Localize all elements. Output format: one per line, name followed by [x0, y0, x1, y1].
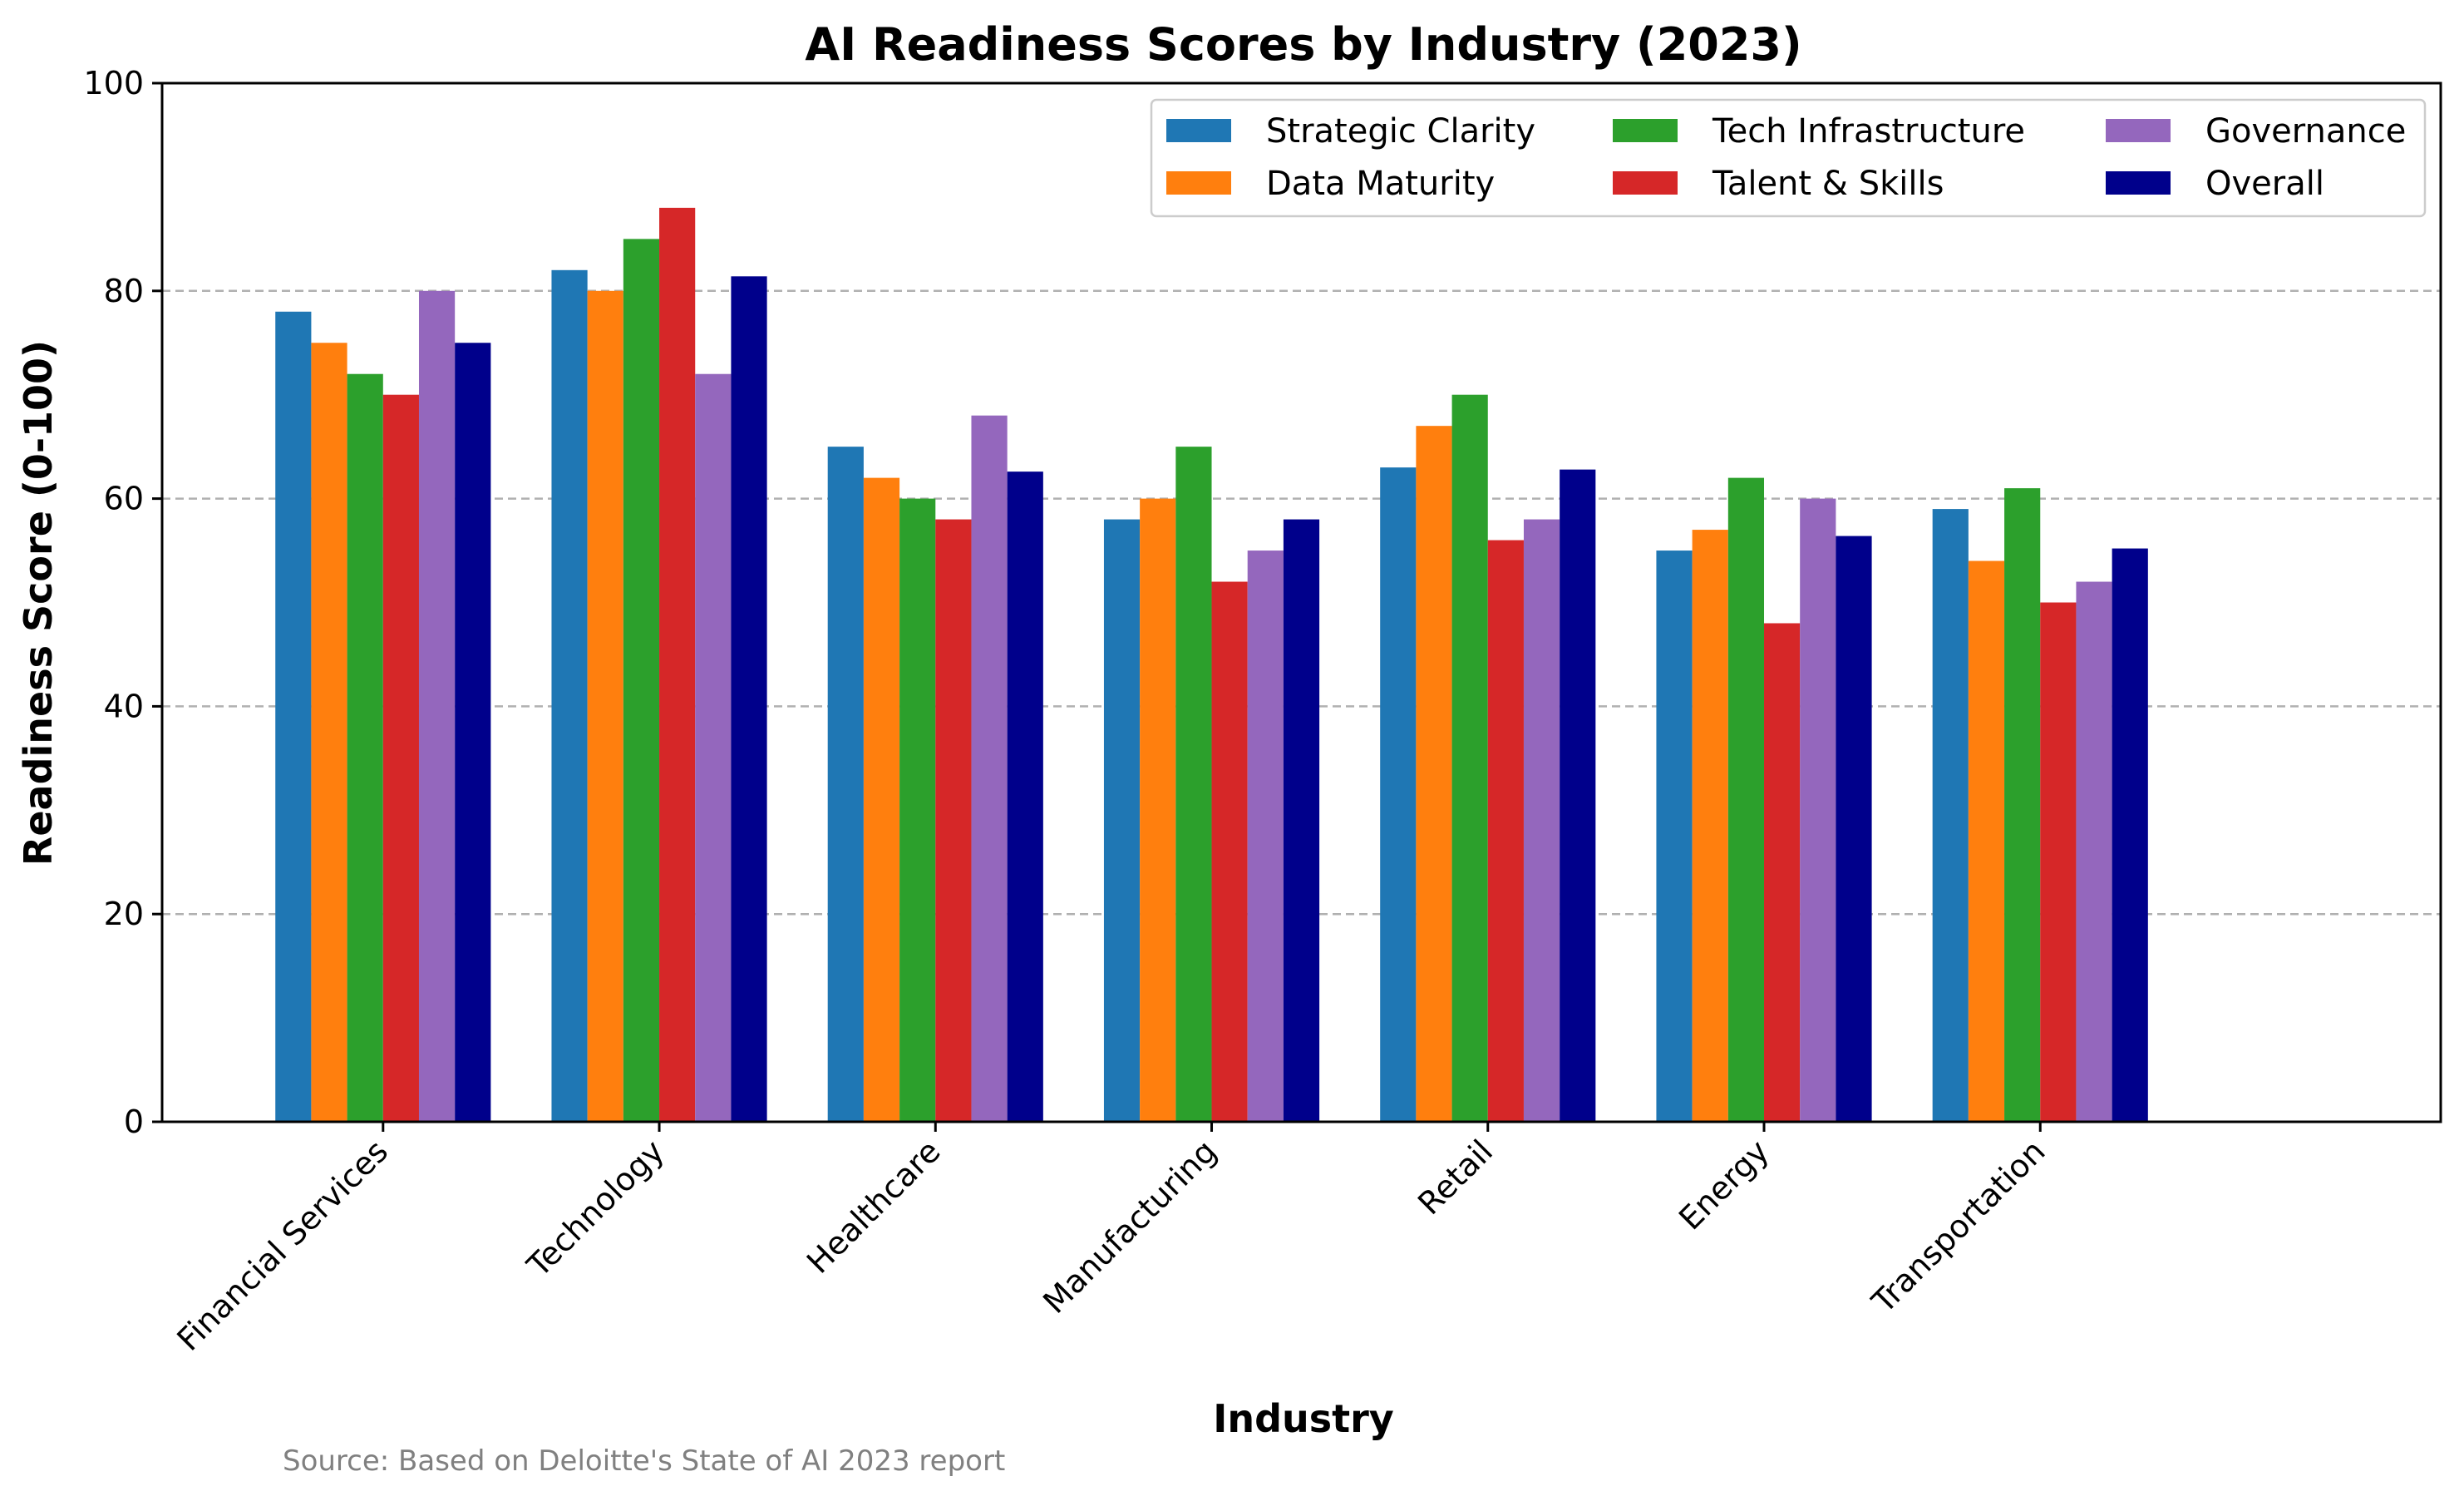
y-axis: 0 20 40 60 80 100 [83, 65, 162, 1140]
bar [1764, 623, 1801, 1122]
y-tick-label: 20 [104, 896, 144, 932]
x-axis-label: Industry [1213, 1396, 1394, 1441]
bar [1007, 472, 1043, 1122]
bar [455, 343, 491, 1122]
bar [551, 269, 588, 1122]
bar [1656, 551, 1693, 1122]
bar [1836, 536, 1872, 1122]
legend-label: Tech Infrastructure [1712, 112, 2025, 151]
bar [275, 311, 312, 1122]
bar [1727, 477, 1765, 1122]
bar [1211, 581, 1248, 1122]
bar [863, 477, 900, 1122]
bar [1103, 519, 1141, 1122]
legend: Strategic Clarity Data Maturity Tech Infra… [1150, 98, 2427, 218]
y-tick-label: 100 [83, 65, 144, 101]
bar [1692, 530, 1728, 1122]
bar [1451, 394, 1488, 1122]
bar [731, 276, 767, 1123]
bar [1800, 498, 1836, 1122]
legend-label: Talent & Skills [1712, 165, 1944, 203]
legend-label: Governance [2205, 112, 2406, 151]
legend-swatch [1613, 171, 1678, 195]
bar [1175, 447, 1212, 1122]
bar [311, 343, 347, 1122]
bar [2076, 581, 2112, 1122]
legend-swatch [1166, 171, 1231, 195]
legend-label: Overall [2205, 165, 2324, 203]
bar [1416, 426, 1452, 1122]
legend-swatch [2106, 119, 2171, 142]
bar [1380, 467, 1417, 1122]
legend-label: Data Maturity [1266, 165, 1495, 203]
y-tick-label: 80 [104, 273, 144, 309]
bar [1968, 560, 2005, 1122]
bar [1247, 551, 1284, 1122]
bar [2004, 488, 2041, 1122]
legend-swatch [1613, 119, 1678, 142]
bar [935, 519, 972, 1122]
grid-lines [162, 289, 2441, 916]
bar [899, 498, 936, 1122]
y-tick-label: 40 [104, 688, 144, 724]
bar [1283, 519, 1320, 1122]
legend-swatch [1166, 119, 1231, 142]
bar [1560, 469, 1596, 1122]
bar [1140, 498, 1176, 1122]
bars-group [275, 207, 2148, 1123]
y-tick-label: 0 [124, 1104, 144, 1140]
chart-title: AI Readiness Scores by Industry (2023) [805, 18, 1801, 71]
bar [587, 290, 623, 1122]
bar [827, 447, 864, 1122]
legend-label: Strategic Clarity [1266, 112, 1535, 151]
bar [2040, 602, 2077, 1122]
plot-frame [160, 81, 2442, 1123]
bar [1932, 509, 1969, 1122]
bar [659, 207, 696, 1122]
bar [418, 290, 456, 1122]
bar [971, 415, 1008, 1122]
legend-swatch [2106, 171, 2171, 195]
bar [623, 239, 660, 1123]
bar [382, 394, 419, 1122]
bar [695, 373, 732, 1123]
y-tick-label: 60 [104, 481, 144, 517]
source-note: Source: Based on Deloitte's State of AI … [283, 1444, 1005, 1478]
bar [1487, 540, 1524, 1122]
bar [2112, 548, 2148, 1122]
bar [1523, 519, 1560, 1122]
bar [347, 373, 383, 1123]
y-axis-label: Readiness Score (0-100) [16, 340, 61, 866]
